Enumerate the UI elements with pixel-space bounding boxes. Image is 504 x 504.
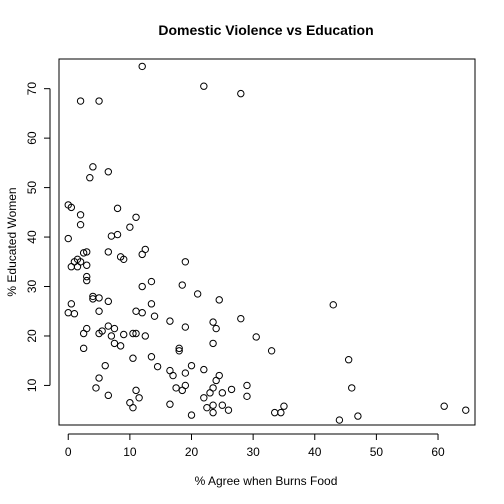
x-tick-label: 0 (65, 445, 72, 459)
y-tick-label: 10 (25, 378, 39, 392)
x-tick-label: 10 (123, 445, 137, 459)
y-tick-label: 30 (25, 280, 39, 294)
x-tick-label: 30 (246, 445, 260, 459)
x-tick-label: 20 (185, 445, 199, 459)
x-tick-label: 60 (431, 445, 445, 459)
x-tick-label: 40 (308, 445, 322, 459)
y-tick-label: 70 (25, 82, 39, 96)
y-axis-label: % Educated Women (5, 187, 19, 296)
y-tick-label: 60 (25, 131, 39, 145)
y-tick-label: 40 (25, 230, 39, 244)
chart-title: Domestic Violence vs Education (158, 22, 373, 38)
x-tick-label: 50 (370, 445, 384, 459)
x-axis-label: % Agree when Burns Food (195, 474, 338, 488)
y-tick-label: 50 (25, 181, 39, 195)
y-tick-label: 20 (25, 329, 39, 343)
